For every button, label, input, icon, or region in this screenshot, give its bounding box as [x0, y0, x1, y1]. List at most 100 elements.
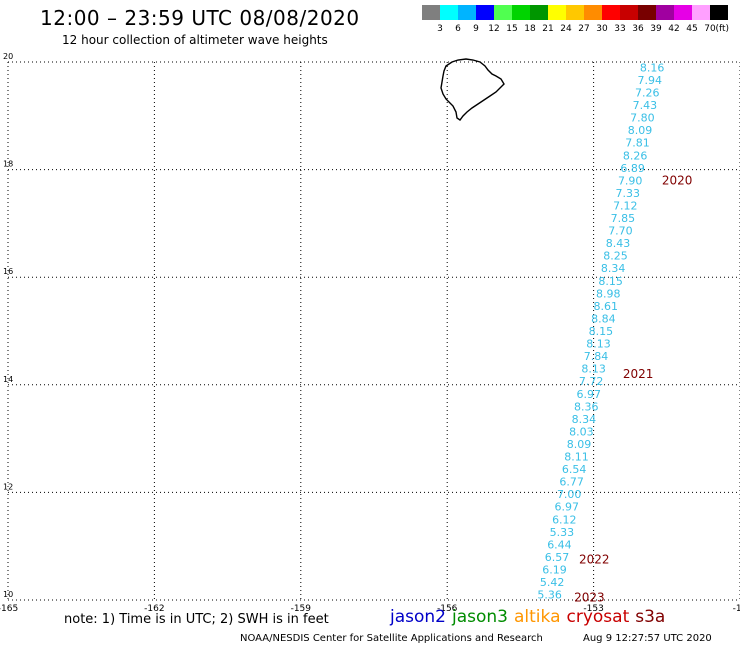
wave-height-value: 7.33	[616, 187, 641, 200]
color-tick-label: 3	[437, 24, 443, 34]
hawaii-island-outline	[440, 58, 505, 121]
wave-height-value: 7.84	[584, 350, 609, 363]
wave-height-value: 8.11	[564, 451, 589, 464]
wave-height-value: 7.12	[613, 199, 638, 212]
wave-height-value: 8.61	[594, 300, 619, 313]
color-swatch	[602, 5, 620, 20]
color-swatch	[638, 5, 656, 20]
wave-height-value: 6.57	[545, 551, 570, 564]
color-tick-label: 6	[455, 24, 461, 34]
color-swatch	[692, 5, 710, 20]
wave-height-value: 8.13	[586, 338, 611, 351]
wave-height-value: 5.33	[550, 526, 575, 539]
color-tick-label: 33	[614, 24, 625, 34]
color-swatch	[584, 5, 602, 20]
color-tick-label: 18	[524, 24, 536, 34]
wave-height-value: 8.84	[591, 312, 616, 325]
footer-timestamp: Aug 9 12:27:57 UTC 2020	[583, 633, 712, 644]
legend-item-s3a: s3a	[635, 607, 666, 627]
map-grid	[7, 61, 740, 601]
legend-item-jason3: jason3	[452, 607, 508, 627]
color-tick-label: 15	[506, 24, 517, 34]
time-label: 2022	[579, 553, 610, 567]
color-swatch	[422, 5, 440, 20]
color-swatch	[674, 5, 692, 20]
lon-tick-label: -165	[0, 604, 18, 614]
wave-height-value: 6.89	[620, 162, 645, 175]
time-label: 2021	[623, 367, 654, 381]
wave-height-value: 8.16	[640, 61, 665, 74]
lon-tick-label: -159	[291, 604, 312, 614]
wave-height-value: 8.26	[623, 149, 648, 162]
color-unit-label: (ft)	[715, 24, 729, 34]
wave-height-value: 7.26	[635, 86, 660, 99]
page-subtitle: 12 hour collection of altimeter wave hei…	[62, 33, 328, 47]
wave-height-value: 6.97	[555, 501, 580, 514]
wave-height-value: 6.97	[576, 388, 601, 401]
legend-item-cryosat: cryosat	[566, 607, 630, 627]
time-labels: 2020 2021 2022 2023	[574, 173, 692, 604]
wave-height-value: 8.43	[606, 237, 631, 250]
color-swatch	[710, 5, 728, 20]
color-swatch	[440, 5, 458, 20]
wave-height-value: 8.15	[589, 325, 614, 338]
color-swatch	[512, 5, 530, 20]
color-tick-label: 30	[596, 24, 608, 34]
color-swatch	[566, 5, 584, 20]
wave-height-value: 8.15	[598, 275, 623, 288]
wave-height-value: 7.81	[625, 137, 650, 150]
wave-height-value: 6.44	[547, 538, 572, 551]
lat-tick-label: 14	[3, 375, 13, 384]
color-tick-label: 9	[473, 24, 479, 34]
color-tick-label: 36	[632, 24, 644, 34]
color-swatch	[548, 5, 566, 20]
color-scale-bar: 3 6 9 12 15 18 21 24 27 30 33 36 39 42 45 70 (ft)	[422, 5, 729, 34]
page-title: 12:00 – 23:59 UTC 08/08/2020	[40, 6, 360, 30]
lon-tick-label: -153	[583, 604, 603, 614]
satellite-legend: jason2 jason3 altika cryosat s3a	[390, 607, 671, 627]
color-tick-label: 12	[488, 24, 499, 34]
axis-labels: 20 18 16 14 12 10 -165 -162 -159 -156 -153 -15	[0, 52, 740, 614]
color-tick-label: 70	[704, 24, 716, 34]
color-tick-label: 24	[560, 24, 572, 34]
wave-height-value: 7.80	[630, 112, 655, 125]
color-tick-label: 21	[542, 24, 553, 34]
altimeter-track: 8.167.947.267.437.808.097.818.266.897.90…	[537, 61, 664, 601]
wave-height-value: 7.94	[637, 74, 662, 87]
wave-height-value: 8.34	[601, 262, 626, 275]
lon-tick-label: -162	[144, 604, 164, 614]
footer-credit: NOAA/NESDIS Center for Satellite Applica…	[240, 633, 543, 644]
wave-height-value: 6.77	[559, 476, 584, 489]
wave-height-value: 8.34	[572, 413, 597, 426]
wave-height-value: 8.25	[603, 250, 628, 263]
lat-tick-label: 20	[3, 52, 13, 61]
wave-height-value: 8.09	[628, 124, 653, 137]
lat-tick-label: 18	[3, 160, 13, 169]
wave-height-value: 7.90	[618, 174, 643, 187]
wave-height-value: 8.03	[569, 425, 594, 438]
wave-height-value: 7.70	[608, 225, 633, 238]
color-tick-label: 42	[668, 24, 679, 34]
lon-tick-label: -15	[733, 604, 740, 614]
wave-height-value: 8.98	[596, 287, 621, 300]
hawaii-coastline	[440, 58, 505, 121]
legend-item-altika: altika	[514, 607, 561, 627]
wave-height-value: 7.43	[633, 99, 658, 112]
color-swatch	[476, 5, 494, 20]
wave-height-value: 8.13	[581, 363, 606, 376]
lat-tick-label: 16	[3, 267, 13, 276]
lon-tick-label: -156	[437, 604, 458, 614]
wave-height-value: 6.12	[552, 513, 577, 526]
wave-height-value: 5.42	[540, 576, 565, 589]
legend-item-jason2: jason2	[390, 607, 446, 627]
wave-height-value: 8.09	[567, 438, 592, 451]
wave-height-value: 6.54	[562, 463, 587, 476]
wave-height-value: 7.72	[579, 375, 604, 388]
time-label: 2023	[574, 590, 605, 604]
color-swatch	[458, 5, 476, 20]
wave-height-value: 8.36	[574, 400, 599, 413]
color-swatch	[494, 5, 512, 20]
color-swatch	[620, 5, 638, 20]
color-tick-label: 27	[578, 24, 589, 34]
